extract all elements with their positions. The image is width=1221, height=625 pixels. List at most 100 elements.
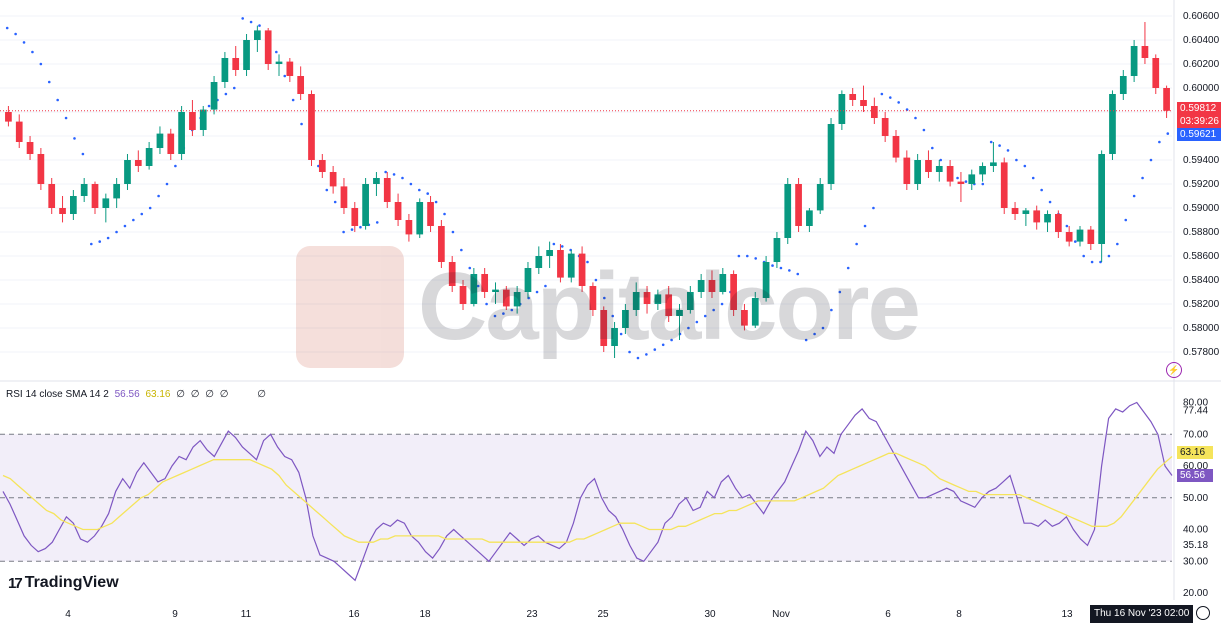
candle-down [340, 186, 348, 208]
candle-up [254, 30, 261, 40]
psar-dot [443, 212, 446, 216]
candle-down [1087, 229, 1095, 244]
psar-dot [846, 266, 850, 270]
psar-dot [148, 206, 152, 210]
candle-up [762, 262, 770, 298]
psar-dot [813, 332, 816, 336]
candle-down [481, 274, 489, 292]
rsi-tick-label: 70.00 [1183, 429, 1208, 440]
rsi-tick-label: 20.00 [1183, 588, 1208, 599]
psar-dot [754, 257, 758, 260]
psar-dot [224, 92, 228, 96]
candle-up [524, 268, 532, 292]
candle-down [189, 112, 196, 130]
candle-up [622, 310, 629, 328]
rsi-legend-extra-5: ∅ [257, 389, 266, 400]
tradingview-logo[interactable]: 17 TradingView [8, 574, 119, 592]
candle-down [849, 94, 857, 100]
psar-dot [1107, 254, 1111, 258]
psar-dot [22, 41, 26, 44]
candle-up [492, 289, 499, 292]
flash-icon[interactable]: ⚡ [1166, 362, 1182, 378]
candle-down [1033, 210, 1041, 223]
psar-dot [552, 242, 556, 246]
psar-dot [914, 116, 917, 120]
psar-dot [998, 144, 1001, 147]
psar-dot [249, 20, 253, 24]
time-axis-label: 6 [885, 609, 891, 620]
candle-down [48, 184, 56, 208]
psar-dot [880, 92, 884, 96]
psar-dot [359, 225, 362, 229]
candle-down [394, 202, 402, 220]
psar-dot [804, 338, 808, 342]
psar-dot [123, 224, 127, 228]
candle-down [438, 226, 445, 262]
psar-dot [1158, 140, 1161, 144]
psar-dot [1023, 164, 1027, 168]
psar-dot [275, 50, 278, 54]
price-tick-label: 0.60000 [1183, 83, 1220, 94]
candle-down [37, 154, 45, 184]
psar-dot [47, 80, 51, 84]
psar-dot [132, 218, 135, 222]
psar-dot [594, 278, 598, 282]
psar-dot [1116, 242, 1119, 246]
psar-dot [838, 290, 842, 294]
candle-up [275, 61, 283, 64]
psar-dot [409, 182, 413, 186]
candle-up [470, 274, 478, 304]
psar-dot [1090, 260, 1094, 264]
psar-dot [14, 32, 17, 36]
price-tick-label: 0.57800 [1183, 347, 1220, 358]
candle-up [1022, 210, 1030, 214]
rsi-series [2, 401, 1173, 582]
watermark-text: Capitalcore [418, 253, 921, 360]
candle-down [741, 310, 748, 326]
psar-dot [1149, 158, 1153, 162]
candle-down [459, 286, 467, 304]
candle-down [5, 112, 12, 122]
candle-down [15, 121, 23, 142]
candle-up [546, 250, 553, 256]
rsi-sma-tag-label: 63.16 [1180, 447, 1206, 458]
psar-dot [905, 108, 909, 111]
candle-up [751, 298, 759, 326]
rsi-legend[interactable]: RSI 14 close SMA 14 2 56.56 63.16 ∅ ∅ ∅ … [6, 389, 269, 400]
price-tick-label: 0.59400 [1183, 155, 1220, 166]
candle-up [632, 292, 640, 310]
price-tick-label: 0.58200 [1183, 299, 1220, 310]
candlestick-series[interactable] [5, 22, 1170, 358]
time-axis-label: Nov [772, 609, 790, 620]
time-axis-label: 30 [704, 609, 716, 620]
psar-dot [5, 26, 9, 30]
rsi-value-tag: 56.56 [1177, 469, 1213, 482]
psar-dot [392, 173, 396, 176]
psar-dot [670, 338, 673, 342]
rsi-sma-tag: 63.16 [1177, 446, 1213, 459]
psar-dot [687, 326, 690, 330]
time-axis-label: 9 [172, 609, 178, 620]
candle-down [134, 160, 142, 166]
psar-dot [502, 312, 505, 315]
rsi-legend-extra-4: ∅ [219, 389, 229, 400]
psar-dot [560, 245, 564, 248]
time-axis-label: 8 [956, 609, 962, 620]
price-tick-label: 0.60600 [1183, 11, 1220, 22]
candle-up [70, 196, 77, 214]
psar-dot [956, 176, 959, 180]
psar-dot [703, 314, 707, 318]
psar-dot [645, 353, 648, 356]
candle-down [351, 208, 359, 226]
candle-down [1011, 208, 1019, 214]
candle-up [124, 160, 131, 184]
psar-dot [342, 230, 345, 234]
settings-icon[interactable] [1196, 606, 1210, 620]
candle-down [286, 61, 294, 76]
candle-down [91, 184, 99, 208]
candle-up [243, 40, 250, 70]
candle-down [297, 76, 305, 94]
psar-dot [695, 320, 699, 324]
psar-dot [106, 236, 110, 240]
